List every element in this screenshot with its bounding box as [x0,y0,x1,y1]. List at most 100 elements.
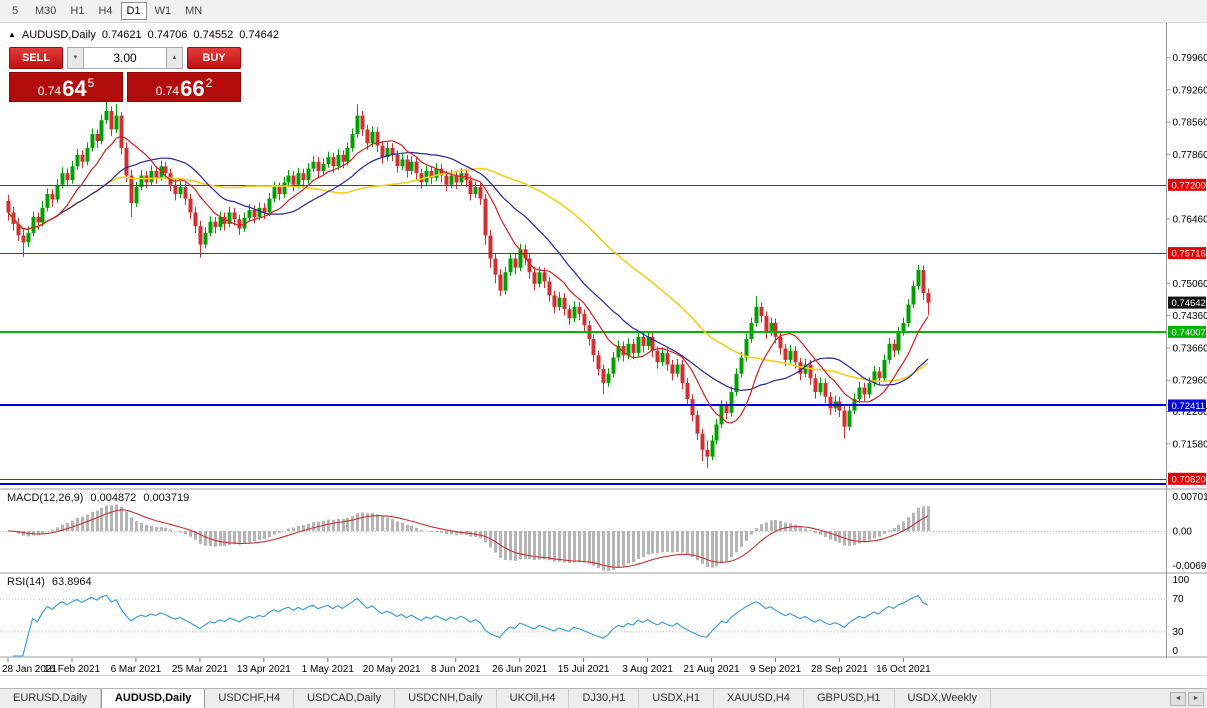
svg-text:16 Oct 2021: 16 Oct 2021 [876,664,931,675]
svg-text:0.78560: 0.78560 [1173,118,1207,129]
chart-tab-usdchf-h4[interactable]: USDCHF,H4 [205,689,295,708]
timeframe-toolbar: 5 M30 H1 H4 D1 W1 MN [0,0,1207,23]
chart-tab-eurusd-daily[interactable]: EURUSD,Daily [0,689,101,708]
level-price-tag [1168,325,1206,338]
svg-text:0.74360: 0.74360 [1173,311,1207,322]
ask-price-prefix: 0.74 [155,84,180,98]
pane-splitter[interactable] [0,656,1207,658]
rsi-value: 63.8964 [51,576,92,588]
buy-price-button[interactable]: 0.74 66 2 [127,72,241,102]
svg-text:16 Feb 2021: 16 Feb 2021 [44,664,101,675]
svg-text:9 Sep 2021: 9 Sep 2021 [750,664,802,675]
ask-price-big: 66 [180,76,205,102]
bid-price-sup: 5 [87,76,95,90]
chart-tab-gbpusd-h1[interactable]: GBPUSD,H1 [804,689,895,708]
svg-text:0.74642: 0.74642 [1172,298,1206,309]
ohlc-open-value: 0.74621 [101,29,142,41]
macd-axis-label: 0.00 [1173,527,1193,538]
volume-input[interactable]: 3.00 [84,47,166,69]
svg-text:3 Aug 2021: 3 Aug 2021 [622,664,673,675]
svg-text:28 Jan 2021: 28 Jan 2021 [2,664,57,675]
ma-fast-red [7,135,929,424]
svg-text:21 Aug 2021: 21 Aug 2021 [683,664,740,675]
one-click-trading-panel: SELL ▼ 3.00 ▲ BUY 0.74 64 5 0.74 66 2 [9,47,241,102]
chart-window: 0.79960 0.79260 0.78560 0.77860 0.76460 0.750… [0,23,1207,676]
rsi-axis-label: 100 [1173,575,1190,586]
chart-tab-audusd-daily[interactable]: AUDUSD,Daily [100,689,206,708]
timeframe-button-w1[interactable]: W1 [154,5,172,17]
volume-stepper: ▼ 3.00 ▲ [67,47,183,69]
pane-splitter[interactable] [0,572,1207,574]
svg-text:26 Jun 2021: 26 Jun 2021 [492,664,547,675]
ask-price-sup: 2 [205,76,213,90]
ohlc-close-value: 0.74642 [239,29,279,41]
chart-tab-ukoil-h4[interactable]: UKOil,H4 [497,689,570,708]
svg-text:13 Apr 2021: 13 Apr 2021 [237,664,291,675]
rsi-axis-label: 30 [1173,627,1185,638]
chart-tab-usdcnh-daily[interactable]: USDCNH,Daily [395,689,497,708]
macd-value-signal: 0.003719 [143,492,190,504]
horizontal-level-lines[interactable] [0,185,1167,485]
macd-axis-label: 0.007015 [1173,492,1207,503]
level-price-tag [1168,178,1206,191]
candlestick-series [6,101,931,468]
macd-signal-line [7,509,929,568]
chart-tab-dj30-h1[interactable]: DJ30,H1 [569,689,640,708]
ma-slow-yellow [7,167,929,383]
volume-increase-icon[interactable]: ▲ [166,47,183,69]
timeframe-button-mn[interactable]: MN [185,5,203,17]
svg-text:0.77200: 0.77200 [1172,180,1206,191]
current-price-tag [1168,296,1206,309]
svg-text:28 Sep 2021: 28 Sep 2021 [811,664,868,675]
chart-tab-usdx-h1[interactable]: USDX,H1 [639,689,714,708]
symbol-marker-icon: ▲ [8,30,16,39]
volume-dropdown-icon[interactable]: ▼ [67,47,84,69]
sell-price-button[interactable]: 0.74 64 5 [9,72,123,102]
svg-text:6 Mar 2021: 6 Mar 2021 [111,664,162,675]
svg-text:0.75716: 0.75716 [1172,249,1206,260]
ohlc-low-value: 0.74552 [193,29,234,41]
ma-mid-blue [7,151,929,391]
timeframe-button-h1[interactable]: H1 [70,5,85,17]
buy-button[interactable]: BUY [187,47,241,69]
svg-text:0.79960: 0.79960 [1173,53,1207,64]
tab-scroll-left-icon[interactable]: ◄ [1170,691,1186,706]
timeframe-button-d1[interactable]: D1 [120,2,147,20]
macd-histogram [12,504,930,571]
timeframe-button-h4[interactable]: H4 [98,5,113,17]
timeframe-button-5[interactable]: 5 [11,5,19,17]
chart-tab-bar: EURUSD,Daily AUDUSD,Daily USDCHF,H4 USDCAD,… [0,688,1207,708]
chart-tab-usdx-weekly[interactable]: USDX,Weekly [895,689,991,708]
svg-text:0.72280: 0.72280 [1173,407,1207,418]
chart-tab-usdcad-daily[interactable]: USDCAD,Daily [294,689,396,708]
svg-text:8 Jun 2021: 8 Jun 2021 [431,664,481,675]
price-axis[interactable]: 0.79960 0.79260 0.78560 0.77860 0.76460 0.750… [1166,23,1207,658]
svg-text:0.71580: 0.71580 [1173,439,1207,450]
pane-splitter[interactable] [0,488,1207,490]
macd-value-main: 0.004872 [90,492,137,504]
bid-price-big: 64 [62,76,87,102]
chart-tab-xauusd-h4[interactable]: XAUUSD,H4 [714,689,804,708]
svg-text:0.79260: 0.79260 [1173,85,1207,96]
rsi-indicator-label: RSI(14) 63.8964 [7,576,92,588]
ohlc-high-value: 0.74706 [147,29,188,41]
chart-title: ▲ AUDUSD,Daily 0.74621 0.74706 0.74552 0… [8,29,279,41]
svg-text:25 Mar 2021: 25 Mar 2021 [172,664,229,675]
timeframe-button-m30[interactable]: M30 [35,5,57,17]
svg-text:0.75060: 0.75060 [1173,279,1207,290]
svg-text:1 May 2021: 1 May 2021 [302,664,355,675]
sell-button[interactable]: SELL [9,47,63,69]
macd-name: MACD(12,26,9) [7,492,84,504]
svg-text:20 May 2021: 20 May 2021 [363,664,421,675]
tab-scroll-right-icon[interactable]: ► [1188,691,1204,706]
svg-text:0.72411: 0.72411 [1172,401,1206,412]
svg-text:0.73660: 0.73660 [1173,343,1207,354]
rsi-name: RSI(14) [7,576,45,588]
svg-text:0.76460: 0.76460 [1173,214,1207,225]
chart-plot-area[interactable]: 0.79960 0.79260 0.78560 0.77860 0.76460 0.750… [0,23,1207,676]
tab-scroll-controls: ◄ ► [1170,689,1207,708]
level-price-tag [1168,247,1206,260]
svg-text:0.72960: 0.72960 [1173,376,1207,387]
macd-indicator-label: MACD(12,26,9) 0.004872 0.003719 [7,492,189,504]
